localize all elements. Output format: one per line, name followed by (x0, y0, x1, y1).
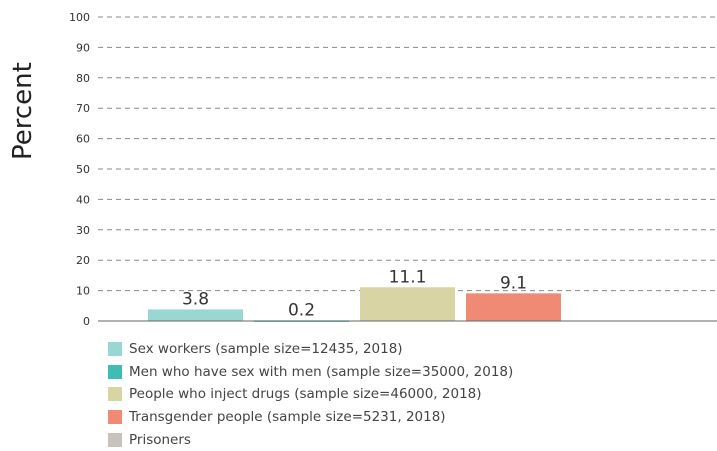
y-axis-label: Percent (8, 62, 38, 160)
bar-chart: 0 10 20 30 40 50 60 70 80 90 100 3.8 0.2 11.1 9.1 (69, 11, 717, 328)
y-tick-label: 70 (76, 102, 90, 115)
gridlines (98, 16, 717, 292)
y-tick-label: 50 (76, 163, 90, 176)
legend-label: Sex workers (sample size=12435, 2018) (129, 341, 403, 358)
bar[interactable] (466, 293, 561, 321)
legend-label: Prisoners (129, 431, 191, 448)
y-tick-label: 80 (76, 72, 90, 85)
legend-swatch (108, 432, 122, 447)
bar-value-label: 0.2 (288, 300, 315, 320)
y-axis-ticks: 0 10 20 30 40 50 60 70 80 90 100 (69, 11, 90, 328)
bar-value-label: 11.1 (389, 267, 427, 287)
legend-swatch (108, 387, 122, 402)
legend-item[interactable]: Men who have sex with men (sample size=3… (108, 361, 513, 384)
y-tick-label: 30 (76, 224, 90, 237)
y-tick-label: 100 (69, 11, 90, 24)
legend-label: Transgender people (sample size=5231, 20… (129, 409, 446, 426)
y-tick-label: 60 (76, 133, 90, 146)
legend-item[interactable]: People who inject drugs (sample size=460… (108, 383, 513, 406)
y-tick-label: 10 (76, 285, 90, 298)
y-tick-label: 40 (76, 193, 90, 206)
y-tick-label: 20 (76, 254, 90, 267)
legend-swatch (108, 364, 122, 379)
legend-swatch (108, 342, 122, 357)
bar[interactable] (148, 309, 243, 321)
bar[interactable] (360, 287, 455, 321)
legend-label: People who inject drugs (sample size=460… (129, 386, 482, 403)
y-tick-label: 90 (76, 41, 90, 54)
legend: Sex workers (sample size=12435, 2018) Men… (108, 338, 513, 451)
bar-value-label: 9.1 (500, 273, 527, 293)
legend-swatch (108, 410, 122, 425)
y-tick-label: 0 (83, 315, 90, 328)
legend-item[interactable]: Sex workers (sample size=12435, 2018) (108, 338, 513, 361)
legend-item[interactable]: Transgender people (sample size=5231, 20… (108, 406, 513, 429)
bar-value-label: 3.8 (182, 289, 209, 309)
legend-item[interactable]: Prisoners (108, 428, 513, 451)
bars: 3.8 0.2 11.1 9.1 (148, 267, 561, 322)
legend-label: Men who have sex with men (sample size=3… (129, 363, 514, 380)
